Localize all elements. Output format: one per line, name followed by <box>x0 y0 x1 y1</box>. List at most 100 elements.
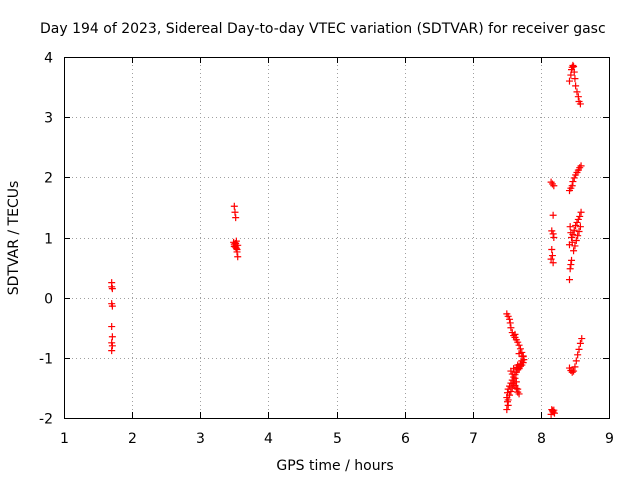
data-point <box>108 339 116 347</box>
data-point <box>570 68 578 76</box>
data-point <box>519 353 527 361</box>
data-point <box>108 323 116 331</box>
x-tick-label: 8 <box>537 431 546 447</box>
data-point <box>572 221 580 229</box>
data-point <box>510 373 518 381</box>
data-point <box>568 234 576 241</box>
data-point <box>567 71 575 79</box>
data-point <box>568 368 576 376</box>
data-point <box>514 338 522 346</box>
data-point <box>550 406 558 414</box>
y-axis-label: SDTVAR / TECUs <box>6 181 22 296</box>
data-point <box>551 409 558 417</box>
data-point <box>510 365 518 373</box>
data-point <box>566 223 574 231</box>
x-tick-label: 1 <box>60 431 69 447</box>
grid-layer <box>64 57 609 418</box>
data-point <box>575 345 583 353</box>
data-point <box>548 252 556 260</box>
data-point <box>571 242 579 250</box>
data-point <box>576 212 584 220</box>
x-tick-label: 9 <box>605 431 614 447</box>
data-point <box>512 378 520 386</box>
data-point <box>572 237 580 245</box>
data-point <box>570 226 578 234</box>
data-point <box>571 363 579 371</box>
data-point <box>572 357 580 365</box>
data-point <box>548 180 556 188</box>
data-point <box>571 75 579 83</box>
data-point <box>511 382 519 390</box>
data-point <box>549 230 557 238</box>
data-point <box>569 178 577 186</box>
data-point <box>570 174 578 182</box>
data-point <box>575 227 583 235</box>
data-point <box>574 215 582 223</box>
data-point <box>508 370 516 378</box>
data-point <box>565 77 573 85</box>
data-point <box>568 256 576 264</box>
data-point <box>567 261 575 269</box>
data-point <box>230 202 238 210</box>
x-tick-labels: 1 2 3 4 5 6 7 8 9 <box>60 431 614 447</box>
axis-ticks <box>64 57 610 419</box>
data-point <box>511 374 519 382</box>
data-points <box>108 61 586 418</box>
data-point <box>504 312 512 320</box>
y-tick-label: 4 <box>44 51 53 67</box>
data-point <box>549 259 557 267</box>
data-point <box>515 390 523 398</box>
data-point <box>568 182 576 190</box>
x-tick-label: 5 <box>333 431 342 447</box>
y-tick-label: 1 <box>44 232 53 248</box>
data-point <box>516 360 524 368</box>
data-point <box>503 406 511 414</box>
data-point <box>516 345 524 353</box>
x-tick-label: 2 <box>128 431 137 447</box>
x-axis-label: GPS time / hours <box>276 458 393 474</box>
data-point <box>569 61 577 69</box>
data-point <box>547 410 555 418</box>
data-point <box>511 330 519 338</box>
y-tick-label: 0 <box>44 292 53 308</box>
y-tick-label: 3 <box>44 111 53 127</box>
x-tick-label: 7 <box>469 431 478 447</box>
data-point <box>566 265 574 273</box>
data-point <box>108 342 116 350</box>
data-point <box>504 396 512 404</box>
data-point <box>108 333 116 341</box>
data-point <box>506 315 514 323</box>
data-point <box>565 241 573 249</box>
data-point <box>549 211 557 219</box>
data-point <box>512 385 520 393</box>
x-tick-label: 6 <box>401 431 410 447</box>
y-tick-label: 2 <box>44 171 53 187</box>
data-point <box>570 63 578 71</box>
data-point <box>230 243 238 251</box>
data-point <box>550 182 558 190</box>
data-point <box>232 214 240 222</box>
data-point <box>576 223 584 231</box>
data-point <box>548 246 556 254</box>
data-point <box>234 253 242 261</box>
data-point <box>577 162 585 170</box>
data-point <box>573 218 581 226</box>
data-point <box>570 367 578 375</box>
data-point <box>576 339 584 347</box>
data-point <box>108 283 116 291</box>
data-point <box>108 347 116 355</box>
data-point <box>548 227 556 235</box>
y-tick-labels: -2 -1 0 1 2 3 4 <box>39 51 53 428</box>
data-point <box>518 357 526 365</box>
data-point <box>576 100 584 108</box>
data-point <box>108 302 116 310</box>
data-point <box>547 255 555 263</box>
data-point <box>565 276 573 284</box>
data-point <box>503 398 511 406</box>
chart-title: Day 194 of 2023, Sidereal Day-to-day VTE… <box>40 21 606 37</box>
y-tick-label: -1 <box>39 352 53 368</box>
data-point <box>233 248 241 256</box>
data-point <box>570 247 578 255</box>
y-tick-label: -2 <box>39 412 53 428</box>
